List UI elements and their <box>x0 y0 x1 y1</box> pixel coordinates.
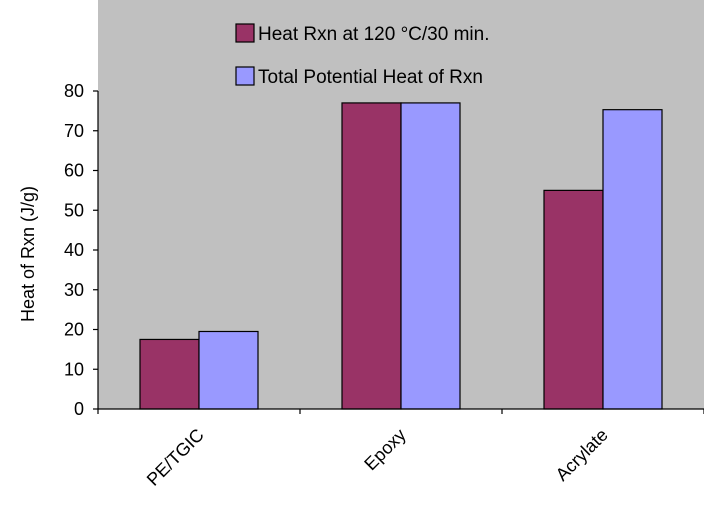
y-tick-label: 50 <box>64 200 84 220</box>
y-tick-label: 30 <box>64 280 84 300</box>
y-tick-label: 80 <box>64 81 84 101</box>
legend-label: Total Potential Heat of Rxn <box>258 67 483 88</box>
bar-pe-tgic-series-1 <box>139 338 200 410</box>
bar-pe-tgic-series-2 <box>198 330 259 410</box>
y-axis-title: Heat of Rxn (J/g) <box>18 186 38 322</box>
y-tick-label: 10 <box>64 359 84 379</box>
legend: Heat Rxn at 120 °C/30 min. Total Potentia… <box>235 23 490 88</box>
legend-label: Heat Rxn at 120 °C/30 min. <box>258 24 490 45</box>
bar-acrylate-series-2 <box>602 109 663 410</box>
legend-swatch <box>235 23 255 43</box>
y-tick-label: 70 <box>64 121 84 141</box>
y-tick-label: 60 <box>64 161 84 181</box>
bars-layer <box>139 102 663 410</box>
bar-acrylate-series-1 <box>543 189 604 410</box>
legend-swatch <box>235 66 255 86</box>
x-tick-label: PE/TGIC <box>143 425 208 490</box>
y-tick-label: 20 <box>64 320 84 340</box>
bar-epoxy-series-1 <box>341 102 402 410</box>
y-tick-label: 0 <box>74 399 84 419</box>
x-tick-label: Epoxy <box>360 425 410 475</box>
x-tick-label: Acrylate <box>552 425 612 485</box>
bar-epoxy-series-2 <box>400 102 461 410</box>
y-tick-label: 40 <box>64 240 84 260</box>
